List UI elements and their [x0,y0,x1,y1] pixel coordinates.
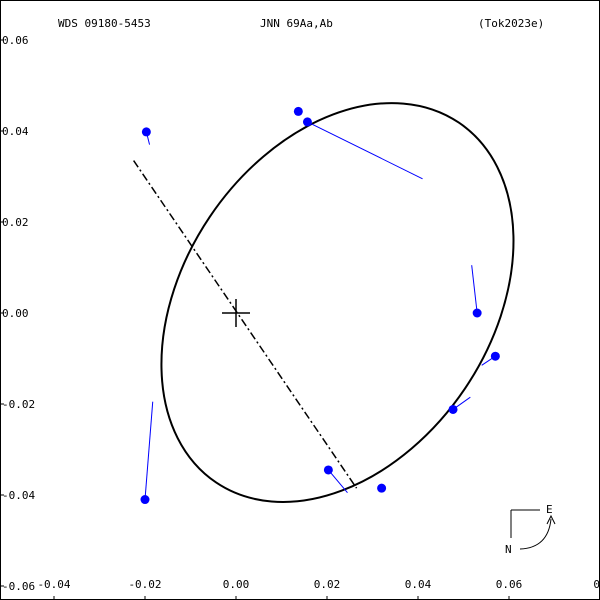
compass-arrow-icon [546,514,556,525]
header-center: JNN 69Aa,Ab [260,17,333,30]
observation-point [323,465,333,475]
orbit-ellipse [160,102,515,503]
observation-point [448,404,458,414]
y-tick-label: -0.06 [2,580,35,593]
observation-point [293,106,303,116]
point-layer [140,106,500,505]
residual-line [144,401,154,500]
residual-line [307,121,423,180]
x-tick-label: -0.02 [128,578,161,591]
axis-layer: -0.04 -0.02 0.00 0.02 0.04 0.06 0. 0.06 0.04 0.02… [0,34,600,600]
observation-point [140,495,150,505]
y-tick-label: -0.02 [2,398,35,411]
residual-line [327,469,348,494]
x-tick-label: 0.06 [496,578,523,591]
observation-point [141,127,151,137]
header-left: WDS 09180-5453 [58,17,151,30]
y-tick-label: 0.00 [2,307,29,320]
compass-north-label: N [505,543,512,556]
observation-point [472,308,482,318]
x-tick-label: 0.00 [223,578,250,591]
observation-point [377,483,387,493]
y-tick-label: 0.06 [2,34,29,47]
compass: E N [505,503,556,556]
observation-point [490,351,500,361]
y-tick-label: 0.04 [2,125,29,138]
x-tick-label: 0.04 [405,578,432,591]
compass-arc [519,518,552,550]
header-right: (Tok2023e) [478,17,544,30]
compass-east-label: E [546,503,553,516]
x-tick-label: 0.02 [314,578,341,591]
y-tick-label: -0.04 [2,489,35,502]
y-tick-label: 0.02 [2,216,29,229]
marker-layer [222,299,250,327]
x-tick-label: -0.04 [37,578,70,591]
line-of-nodes [133,160,358,489]
orbit-layer [133,102,515,503]
residual-line [471,265,478,314]
x-tick-label: 0. [593,578,600,591]
observation-point [302,117,312,127]
